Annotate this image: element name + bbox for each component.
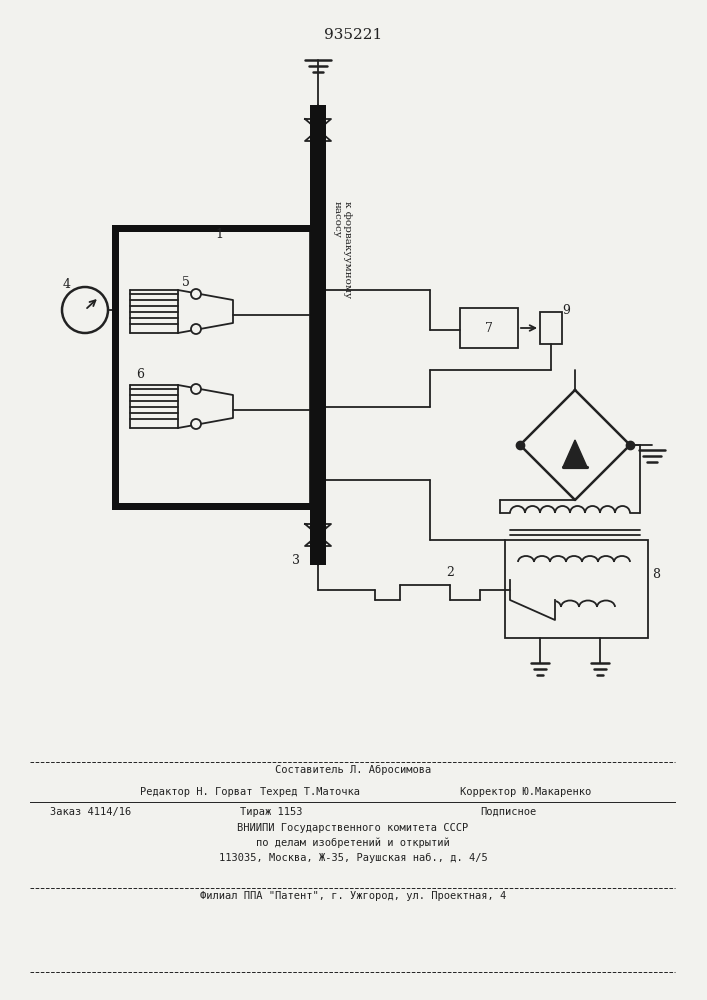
Text: по делам изобретений и открытий: по делам изобретений и открытий	[256, 838, 450, 848]
Text: Редактор Н. Горват: Редактор Н. Горват	[140, 787, 252, 797]
Bar	[540, 312, 562, 344]
Circle shape	[62, 287, 108, 333]
Circle shape	[191, 384, 201, 394]
Polygon shape	[510, 580, 555, 620]
Text: 6: 6	[136, 368, 144, 381]
Text: 9: 9	[562, 304, 570, 316]
Text: к форвакуумному
насосу: к форвакуумному насосу	[333, 201, 352, 299]
Text: Составитель Л. Абросимова: Составитель Л. Абросимова	[275, 765, 431, 775]
Text: ВНИИПИ Государственного комитета СССР: ВНИИПИ Государственного комитета СССР	[238, 823, 469, 833]
Text: 4: 4	[63, 278, 71, 292]
Text: 935221: 935221	[324, 28, 382, 42]
Circle shape	[191, 289, 201, 299]
Bar	[505, 540, 648, 638]
Bar	[460, 308, 518, 348]
Text: 1: 1	[215, 229, 223, 241]
Text: 2: 2	[446, 566, 454, 578]
Polygon shape	[563, 440, 587, 467]
Text: 3: 3	[292, 554, 300, 568]
Text: Техред Т.Маточка: Техред Т.Маточка	[260, 787, 360, 797]
Text: Филиал ППА "Патент", г. Ужгород, ул. Проектная, 4: Филиал ППА "Патент", г. Ужгород, ул. Про…	[200, 891, 506, 901]
Circle shape	[191, 419, 201, 429]
Text: 5: 5	[182, 275, 190, 288]
Text: Заказ 4114/16: Заказ 4114/16	[50, 807, 132, 817]
Text: 8: 8	[652, 568, 660, 582]
Bar	[112, 225, 310, 232]
Circle shape	[191, 324, 201, 334]
Text: Корректор Ю.Макаренко: Корректор Ю.Макаренко	[460, 787, 591, 797]
Text: Подписное: Подписное	[480, 807, 536, 817]
Bar	[310, 105, 326, 565]
Text: Тираж 1153: Тираж 1153	[240, 807, 303, 817]
Bar	[112, 503, 310, 510]
Text: 7: 7	[485, 322, 493, 334]
Bar	[112, 225, 119, 510]
Text: 113035, Москва, Ж-35, Раушская наб., д. 4/5: 113035, Москва, Ж-35, Раушская наб., д. …	[218, 853, 487, 863]
